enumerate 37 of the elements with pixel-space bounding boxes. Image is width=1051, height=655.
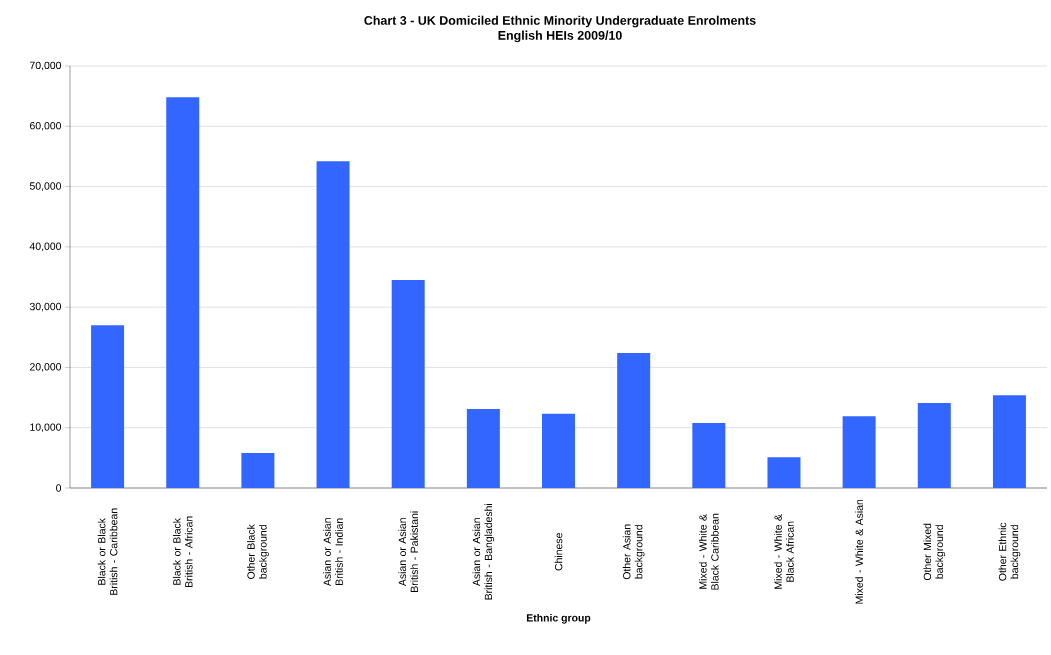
- x-tick-label: Asian or Asian British - Pakistani: [398, 511, 419, 592]
- bar: [542, 413, 576, 488]
- bar: [391, 280, 425, 488]
- x-tick-label: Other Black background: [247, 524, 269, 579]
- y-tick-label: 10,000: [30, 423, 62, 433]
- bar: [917, 403, 951, 488]
- bar: [617, 352, 651, 488]
- y-tick-label: 30,000: [29, 302, 62, 312]
- x-tick-label: Mixed - White & Black African: [774, 514, 794, 589]
- x-tick-label: Other Asian background: [622, 524, 645, 580]
- bar: [692, 422, 726, 488]
- bar: [842, 416, 876, 488]
- x-tick-label: Mixed - White & Asian: [855, 499, 863, 604]
- x-tick-label: Asian or Asian British - Indian: [323, 518, 343, 587]
- x-tick-label: Other Ethnic background: [998, 522, 1021, 581]
- bar: [466, 409, 500, 488]
- y-tick-label: 50,000: [29, 182, 62, 191]
- bar: [166, 97, 200, 488]
- x-tick-label: Asian or Asian British - Bangladeshi: [472, 503, 495, 600]
- chart-subtitle: English HEIs 2009/10: [498, 30, 622, 43]
- x-tick-label: Chinese: [554, 533, 563, 571]
- bar: [992, 395, 1026, 488]
- x-axis-title: Ethnic group: [526, 613, 591, 624]
- x-tick-label: Black or Black British - Caribbean: [97, 508, 118, 595]
- y-tick-label: 0: [56, 484, 62, 492]
- y-tick-label: 40,000: [29, 242, 62, 252]
- y-tick-label: 70,000: [30, 61, 62, 71]
- chart-title: Chart 3 - UK Domiciled Ethnic Minority Undergraduate Enrolments: [364, 15, 756, 28]
- bar: [316, 161, 350, 488]
- x-tick-label: Mixed - White & Black Caribbean: [699, 513, 719, 590]
- bar: [91, 325, 125, 488]
- bar: [241, 453, 275, 488]
- bar: [767, 457, 801, 488]
- x-tick-label: Other Mixed background: [923, 523, 946, 581]
- y-tick-label: 20,000: [30, 363, 62, 372]
- y-tick-label: 60,000: [30, 121, 62, 131]
- x-tick-label: Black or Black British - African: [172, 516, 193, 587]
